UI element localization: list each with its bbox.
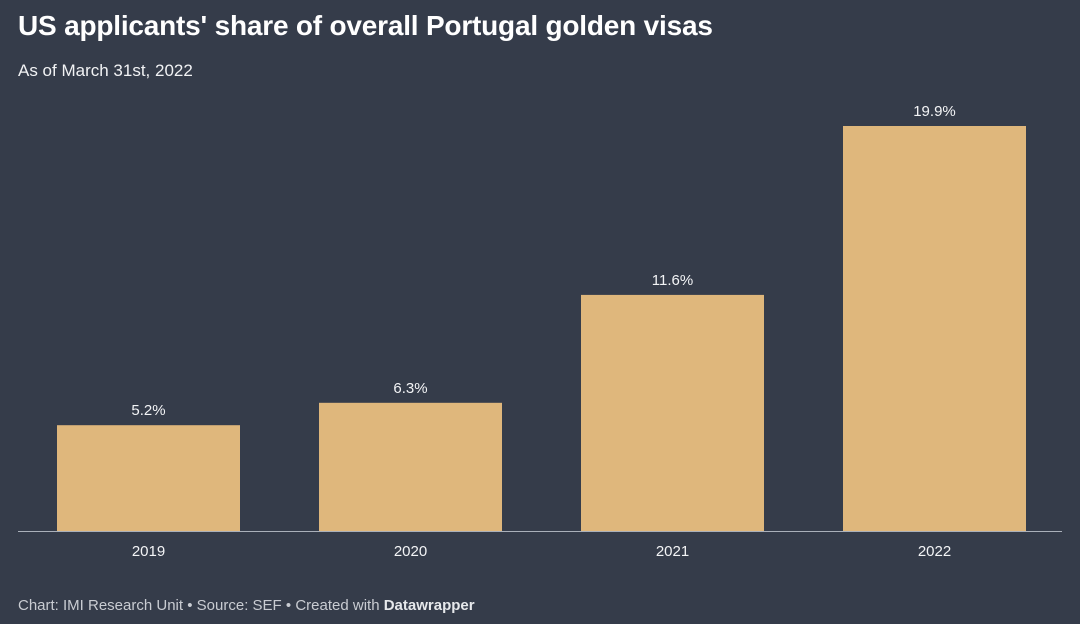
x-tick-label-2022: 2022 [918, 543, 951, 560]
chart-footer: Chart: IMI Research Unit • Source: SEF •… [18, 597, 475, 614]
chart-credit: Chart: IMI Research Unit [18, 597, 184, 614]
bar-2020 [319, 402, 502, 531]
bar-chart: 5.2% 2019 6.3% 2020 11.6% 2021 19.9% 2022 [18, 103, 1062, 560]
value-label-2022: 19.9% [913, 103, 956, 120]
source-credit: Source: SEF [196, 597, 282, 614]
x-tick-label-2020: 2020 [394, 543, 427, 560]
value-label-2021: 11.6% [652, 272, 693, 289]
footer-separator: • [285, 597, 292, 614]
datawrapper-brand: Datawrapper [383, 597, 475, 614]
bar-2022 [843, 126, 1026, 531]
bar-2021 [581, 294, 764, 531]
chart-title: US applicants' share of overall Portugal… [18, 10, 713, 41]
value-label-2019: 5.2% [131, 402, 165, 419]
value-label-2020: 6.3% [393, 380, 427, 397]
created-with-text: Created with [295, 597, 380, 614]
chart-subtitle: As of March 31st, 2022 [18, 61, 193, 80]
x-tick-label-2021: 2021 [656, 543, 689, 560]
x-tick-label-2019: 2019 [132, 543, 165, 560]
bar-2019 [57, 425, 240, 531]
footer-separator: • [187, 597, 193, 614]
